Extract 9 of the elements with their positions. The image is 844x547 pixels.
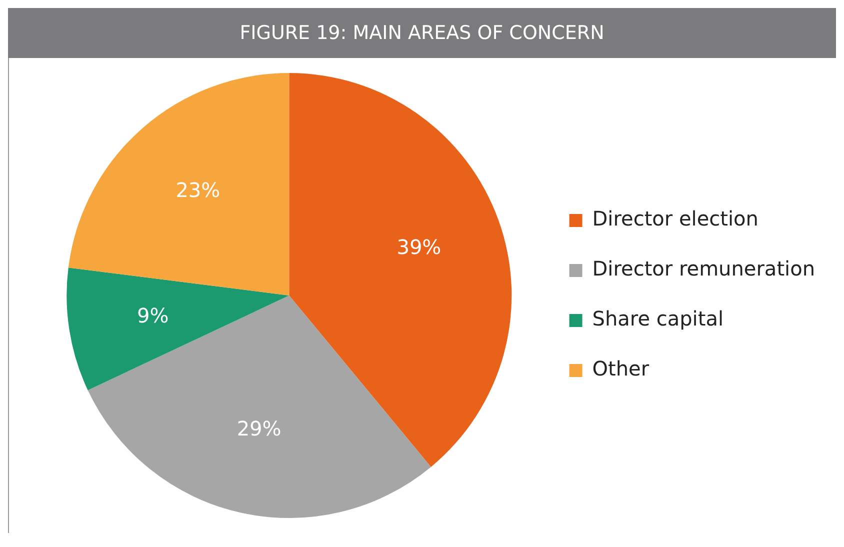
data-label: 29% xyxy=(236,416,282,440)
legend-label: Share capital xyxy=(592,306,724,331)
legend-label: Director remuneration xyxy=(592,256,816,281)
data-label: 39% xyxy=(396,234,442,259)
legend-label: Director election xyxy=(592,206,758,231)
chart-title: FIGURE 19: MAIN AREAS OF CONCERN xyxy=(8,8,836,58)
data-label: 9% xyxy=(137,303,169,328)
legend-label: Other xyxy=(592,356,650,381)
data-label: 23% xyxy=(176,178,220,202)
